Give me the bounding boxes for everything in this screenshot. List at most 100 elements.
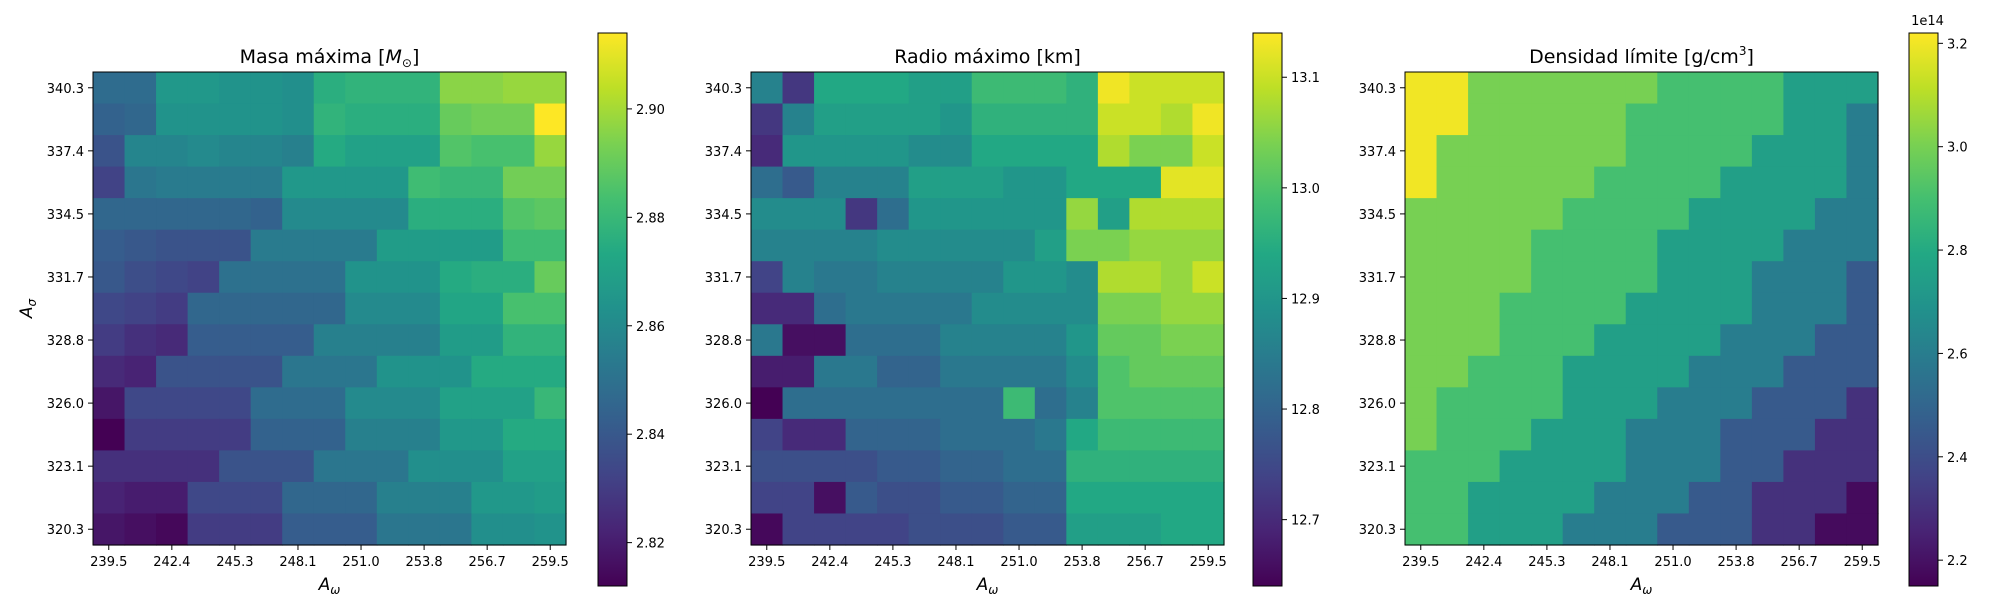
heatmap-cell (156, 292, 189, 325)
heatmap-cell (219, 198, 252, 231)
heatmap-cell (534, 72, 567, 105)
heatmap-cell (1594, 418, 1627, 451)
heatmap-cell (1751, 229, 1784, 262)
heatmap-cell (1192, 513, 1225, 546)
heatmap-cell (219, 103, 252, 136)
heatmap-cell (376, 387, 409, 420)
heatmap-cell (187, 229, 220, 262)
heatmap-cell (471, 135, 504, 168)
x-tick-label: 256.7 (1781, 555, 1818, 570)
heatmap-cell (971, 198, 1004, 231)
heatmap-cell (1436, 387, 1469, 420)
heatmap-cell (534, 103, 567, 136)
heatmap-cell (1034, 103, 1067, 136)
heatmap-cell (814, 135, 847, 168)
heatmap-cell (93, 481, 126, 515)
heatmap-cell (877, 513, 910, 546)
heatmap-cell (1160, 355, 1194, 388)
heatmap-cell (1751, 355, 1784, 388)
heatmap-cell (1720, 229, 1753, 262)
heatmap-cell (1468, 103, 1501, 136)
heatmap-cell (1531, 387, 1564, 420)
heatmap-cell (345, 103, 378, 136)
heatmap-cell (1783, 229, 1816, 262)
x-tick-label: 251.0 (1000, 555, 1037, 570)
heatmap-cell (751, 481, 784, 515)
heatmap-cell (1688, 103, 1721, 136)
heatmap-cell (187, 261, 220, 294)
heatmap-cell (845, 481, 878, 515)
heatmap-cell (1657, 198, 1690, 231)
heatmap-cell (1594, 198, 1627, 231)
heatmap-cell (313, 261, 346, 294)
heatmap-cell (782, 72, 815, 105)
heatmap-cell (282, 135, 315, 168)
heatmap-cell (1814, 513, 1848, 546)
heatmap-cell (282, 72, 315, 105)
heatmap-cell (93, 166, 126, 199)
colorbar-tick-label: 2.88 (636, 211, 665, 226)
heatmap-cell (1688, 513, 1721, 546)
heatmap-cell (1783, 481, 1816, 515)
heatmap-cell (187, 387, 220, 420)
heatmap-cell (502, 72, 536, 105)
heatmap-cell (940, 229, 973, 262)
heatmap-cell (439, 481, 472, 515)
heatmap-cell (908, 513, 941, 546)
heatmap-cell (471, 72, 504, 105)
heatmap-cell (313, 481, 346, 515)
heatmap-cell (124, 166, 157, 199)
heatmap-cell (1499, 324, 1532, 357)
heatmap-cell (1192, 103, 1225, 136)
heatmap-cell (313, 103, 346, 136)
heatmap-cell (250, 292, 283, 325)
heatmap-cell (1846, 198, 1879, 231)
heatmap-cell (502, 103, 536, 136)
heatmap-cell (439, 72, 472, 105)
heatmap-cell (124, 198, 157, 231)
heatmap-cell (1846, 135, 1879, 168)
heatmap-cell (971, 513, 1004, 546)
heatmap-cell (1129, 450, 1162, 483)
heatmap-cell (1594, 103, 1627, 136)
heatmap-cell (282, 198, 315, 231)
heatmap-cell (250, 387, 283, 420)
x-tick-label: 251.0 (1654, 555, 1691, 570)
heatmap-cell (814, 481, 847, 515)
heatmap-cell (1192, 355, 1225, 388)
y-tick-label: 334.5 (1359, 208, 1396, 223)
heatmap-cell (1783, 355, 1816, 388)
heatmap-cell (751, 513, 784, 546)
heatmap-cell (971, 292, 1004, 325)
heatmap-cell (1531, 355, 1564, 388)
x-tick-label: 245.3 (1528, 555, 1565, 570)
heatmap-cell (93, 229, 126, 262)
heatmap-cell (1066, 198, 1099, 231)
heatmap-cell (187, 103, 220, 136)
heatmap-cell (908, 229, 941, 262)
heatmap-cell (782, 387, 815, 420)
heatmap-cell (156, 229, 189, 262)
heatmap-cell (782, 450, 815, 483)
x-axis-label-sub: ω (330, 583, 340, 597)
heatmap-cell (1688, 135, 1721, 168)
heatmap-cell (1436, 292, 1469, 325)
heatmap-cell (156, 418, 189, 451)
heatmap-cell (345, 450, 378, 483)
heatmap-cell (1160, 229, 1194, 262)
heatmap-cell (1688, 387, 1721, 420)
heatmap-cell (1468, 387, 1501, 420)
heatmap-panel-2: 239.5 242.4 245.3 248.1 251.0 253.8 256.7 259.5… (705, 32, 1320, 597)
heatmap-cell (1129, 166, 1162, 199)
heatmap-cell (1814, 481, 1848, 515)
heatmap-cell (1751, 103, 1784, 136)
x-tick-label: 248.1 (1591, 555, 1628, 570)
heatmap-cell (1129, 198, 1162, 231)
heatmap-cell (877, 261, 910, 294)
heatmap-cell (93, 324, 126, 357)
heatmap-cell (751, 418, 784, 451)
heatmap-cell (1688, 418, 1721, 451)
heatmap-cell (1129, 387, 1162, 420)
heatmap-cell (1405, 481, 1438, 515)
